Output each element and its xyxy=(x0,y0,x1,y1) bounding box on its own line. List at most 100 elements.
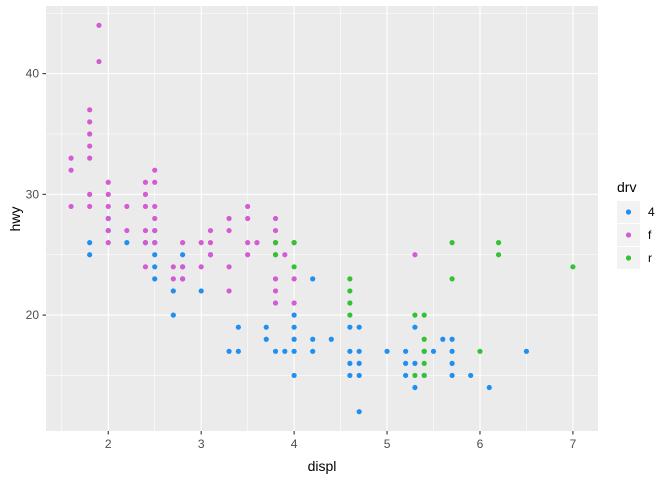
data-point-4 xyxy=(403,348,409,354)
data-point-r xyxy=(421,360,427,366)
data-point-f xyxy=(170,276,176,282)
data-point-4 xyxy=(152,276,158,282)
data-point-f xyxy=(152,203,158,210)
data-point-f xyxy=(87,143,93,149)
data-point-f xyxy=(105,215,111,222)
data-point-f xyxy=(142,240,149,246)
data-point-r xyxy=(272,252,279,258)
data-point-4 xyxy=(412,384,418,391)
data-point-f xyxy=(96,22,102,28)
data-point-f xyxy=(291,300,297,306)
data-point-4 xyxy=(272,348,279,354)
legend-label-f: f xyxy=(648,228,652,242)
data-point-r xyxy=(412,312,418,318)
data-point-r xyxy=(412,372,418,379)
data-point-r xyxy=(421,336,427,342)
data-point-4 xyxy=(356,348,362,354)
data-point-r xyxy=(347,300,353,306)
data-point-4 xyxy=(356,324,362,330)
data-point-f xyxy=(87,191,93,197)
data-point-f xyxy=(96,58,102,65)
x-axis-title: displ xyxy=(308,458,337,474)
x-tick-label: 2 xyxy=(105,437,112,451)
data-point-4 xyxy=(87,240,93,246)
data-point-4 xyxy=(282,348,288,354)
data-point-f xyxy=(142,227,149,234)
data-point-4 xyxy=(310,336,316,342)
data-point-f xyxy=(180,240,186,246)
legend: drv 4 fr xyxy=(617,179,655,269)
data-point-f xyxy=(105,203,111,210)
x-axis-ticks: 2 3 4 5 6 7 xyxy=(105,431,577,451)
data-point-f xyxy=(272,227,279,234)
data-point-4 xyxy=(328,336,334,342)
data-point-r xyxy=(291,240,297,246)
data-point-4 xyxy=(356,372,362,379)
x-tick-label: 3 xyxy=(198,437,205,451)
y-axis-title: hwy xyxy=(7,207,23,232)
data-point-4 xyxy=(291,372,297,379)
grid-major xyxy=(46,6,598,431)
data-point-4 xyxy=(384,348,390,354)
data-point-f xyxy=(207,227,214,234)
data-point-4 xyxy=(291,312,297,318)
data-point-f xyxy=(226,288,232,294)
data-point-r xyxy=(449,240,455,246)
data-point-4 xyxy=(263,324,269,330)
data-point-f xyxy=(272,215,279,222)
x-tick-label: 7 xyxy=(570,437,577,451)
y-tick-label: 30 xyxy=(26,187,40,201)
data-point-4 xyxy=(449,360,455,366)
data-point-4 xyxy=(347,324,353,330)
legend-swatch-f xyxy=(625,232,632,238)
data-point-4 xyxy=(235,348,241,354)
data-point-r xyxy=(421,348,427,354)
data-point-f xyxy=(87,203,93,210)
legend-label-r: r xyxy=(648,251,652,265)
data-point-f xyxy=(245,215,251,222)
data-point-f xyxy=(142,179,149,185)
data-point-r xyxy=(291,264,297,270)
data-point-f xyxy=(152,215,158,222)
x-tick-label: 5 xyxy=(384,437,391,451)
data-point-f xyxy=(180,276,186,282)
data-point-4 xyxy=(449,348,455,354)
data-point-4 xyxy=(403,372,409,379)
data-point-4 xyxy=(170,312,176,318)
data-point-f xyxy=(254,240,260,246)
data-point-f xyxy=(87,107,93,113)
legend-swatch-4 xyxy=(625,209,632,215)
data-point-f xyxy=(272,276,279,282)
data-point-4 xyxy=(291,348,297,354)
data-point-4 xyxy=(430,348,437,354)
data-point-f xyxy=(245,203,251,210)
data-point-f xyxy=(124,203,130,210)
data-point-f xyxy=(272,288,279,294)
data-point-f xyxy=(180,264,186,270)
data-point-4 xyxy=(412,324,418,330)
grid-minor xyxy=(46,6,598,431)
data-point-r xyxy=(495,240,502,246)
data-point-f xyxy=(207,240,214,246)
legend-label-4: 4 xyxy=(648,205,655,219)
data-point-4 xyxy=(170,288,176,294)
data-point-f xyxy=(87,155,93,161)
data-point-r xyxy=(477,348,483,354)
data-point-f xyxy=(124,227,130,234)
data-point-f xyxy=(412,252,418,258)
data-point-r xyxy=(347,312,353,318)
data-point-4 xyxy=(263,336,269,342)
data-point-f xyxy=(226,264,232,270)
data-point-4 xyxy=(347,360,353,366)
data-point-4 xyxy=(347,372,353,379)
data-point-f xyxy=(152,240,158,246)
data-point-4 xyxy=(310,276,316,282)
data-point-4 xyxy=(468,372,474,379)
data-point-f xyxy=(245,240,251,246)
data-point-4 xyxy=(152,264,158,270)
data-point-4 xyxy=(403,360,409,366)
data-point-f xyxy=(282,252,288,258)
data-point-r xyxy=(421,372,427,379)
data-points xyxy=(68,22,576,415)
